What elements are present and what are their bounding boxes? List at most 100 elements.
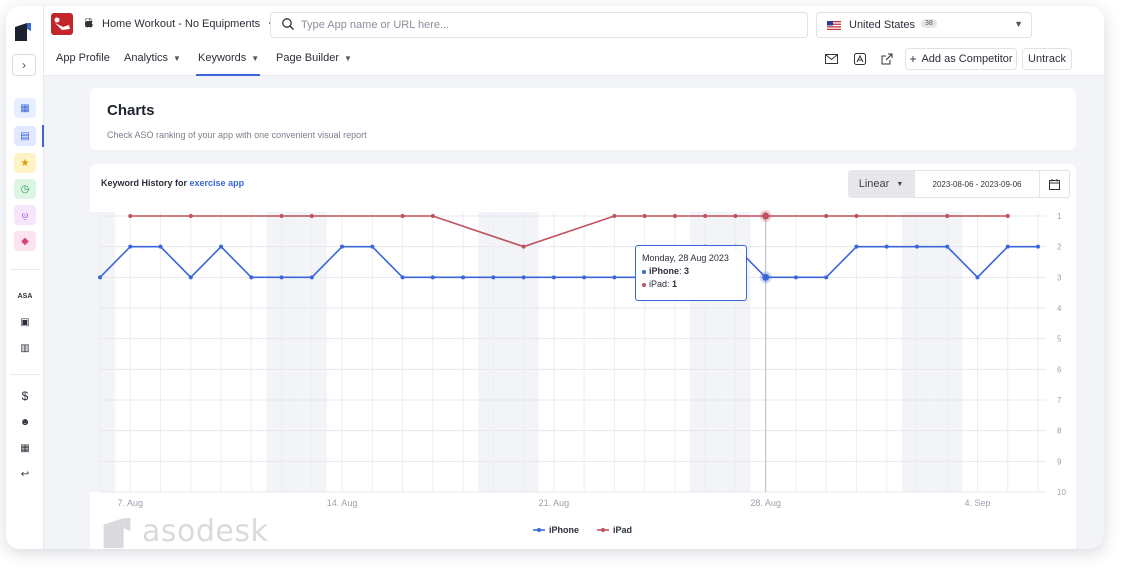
data-point-iphone xyxy=(158,244,163,249)
app-store-button[interactable] xyxy=(849,48,871,70)
scale-dropdown[interactable]: Linear ▼ xyxy=(848,170,914,198)
keyword-history-chart[interactable]: 1 2 3 4 5 6 7 8 9 10 7. Aug 14. Aug 21. Aug 28. Aug 4.… xyxy=(90,164,1076,549)
data-point-iphone xyxy=(884,244,889,249)
data-point-ipad xyxy=(854,214,859,218)
data-point-iphone xyxy=(945,244,950,249)
add-competitor-label: Add as Competitor xyxy=(921,53,1013,65)
chat-icon[interactable]: ▣ xyxy=(20,316,30,328)
app-store-icon xyxy=(854,53,866,65)
apple-logo-icon xyxy=(85,18,93,28)
data-point-iphone xyxy=(521,275,526,280)
keywords-icon[interactable]: ▤ xyxy=(14,126,36,146)
legend-marker xyxy=(537,528,541,532)
series-line-ipad xyxy=(130,215,1008,248)
calendar-icon xyxy=(1049,178,1060,190)
series-line-iphone xyxy=(99,245,1038,279)
search-input[interactable] xyxy=(301,17,791,33)
date-range-label: 2023-08-06 - 2023-09-06 xyxy=(932,179,1022,189)
page-title: Charts xyxy=(107,102,155,119)
scale-label: Linear xyxy=(858,178,890,190)
keyword-history-card: Keyword History for exercise app Linear … xyxy=(90,164,1076,549)
data-point-iphone xyxy=(370,244,375,249)
data-point-ipad xyxy=(612,214,617,218)
mail-icon xyxy=(824,54,838,64)
chevron-down-icon: ▼ xyxy=(1014,19,1023,29)
data-point-ipad xyxy=(400,214,405,218)
connections-icon[interactable]: ⍹ xyxy=(14,205,36,225)
data-point-iphone xyxy=(612,275,617,280)
expand-sidebar-button[interactable]: › xyxy=(12,54,36,76)
email-button[interactable] xyxy=(820,48,842,70)
asodesk-watermark-icon xyxy=(103,518,131,548)
reviews-icon[interactable]: ★ xyxy=(14,153,36,173)
weekend-band xyxy=(90,212,116,492)
nav-keywords[interactable]: Keywords ▼ xyxy=(198,52,260,64)
country-count-badge: 38 xyxy=(921,19,937,28)
keyword-link[interactable]: exercise app xyxy=(189,178,245,188)
billing-icon[interactable]: $ xyxy=(21,389,29,403)
data-point-iphone xyxy=(914,244,919,249)
nav-analytics[interactable]: Analytics ▼ xyxy=(124,52,181,64)
y-tick-label: 9 xyxy=(1057,457,1062,466)
search-box[interactable] xyxy=(270,12,808,38)
app-thumbnail[interactable] xyxy=(51,13,73,35)
caret-down-icon: ▼ xyxy=(344,54,352,63)
nav-page-builder[interactable]: Page Builder ▼ xyxy=(276,52,352,64)
data-point-ipad xyxy=(521,244,526,249)
legend-label: iPhone xyxy=(549,525,579,535)
caret-down-icon: ▼ xyxy=(896,180,904,188)
data-point-ipad xyxy=(945,214,950,218)
data-point-iphone xyxy=(1036,244,1040,249)
add-competitor-button[interactable]: + Add as Competitor xyxy=(905,48,1017,70)
y-tick-label: 1 xyxy=(1057,212,1062,221)
data-point-iphone xyxy=(1005,244,1010,249)
data-point-iphone xyxy=(309,275,314,280)
data-point-iphone xyxy=(400,275,405,280)
external-link-icon xyxy=(881,53,893,65)
analytics-icon[interactable]: ◷ xyxy=(14,179,36,199)
data-point-iphone xyxy=(824,275,829,280)
date-range-field[interactable]: 2023-08-06 - 2023-09-06 xyxy=(914,170,1040,198)
y-tick-label: 5 xyxy=(1057,335,1062,344)
keyword-history-prefix: Keyword History for xyxy=(101,178,188,188)
country-selector[interactable]: United States 38 ▼ xyxy=(816,12,1032,38)
open-external-button[interactable] xyxy=(876,48,898,70)
promo-icon[interactable]: ◆ xyxy=(14,231,36,251)
data-point-iphone xyxy=(219,244,224,249)
chart-tooltip: Monday, 28 Aug 2023 iPhone: 3 iPad: 1 xyxy=(635,245,747,301)
tooltip-iphone-label: iPhone xyxy=(649,266,680,276)
data-point-ipad xyxy=(279,214,284,218)
tooltip-iphone-value: 3 xyxy=(684,266,690,276)
data-point-ipad xyxy=(430,214,435,218)
y-tick-label: 3 xyxy=(1057,273,1062,282)
sidebar-divider xyxy=(10,269,40,270)
charts-header-card: Charts Check ASO ranking of your app wit… xyxy=(90,88,1076,150)
asa-icon[interactable]: ASA xyxy=(17,292,33,300)
data-point-iphone xyxy=(98,275,102,280)
untrack-button[interactable]: Untrack xyxy=(1022,48,1072,70)
data-point-ipad xyxy=(733,214,738,218)
data-point-iphone xyxy=(793,275,798,280)
page-subtitle: Check ASO ranking of your app with one c… xyxy=(107,130,367,140)
us-flag-icon xyxy=(827,21,841,30)
data-point-ipad xyxy=(672,214,677,218)
app-selector[interactable]: Home Workout - No Equipments ▼ xyxy=(102,18,275,30)
y-tick-label: 4 xyxy=(1057,304,1062,313)
nav-app-profile[interactable]: App Profile xyxy=(56,52,110,64)
data-point-ipad xyxy=(128,214,133,218)
calendar-icon[interactable]: ▦ xyxy=(20,442,30,454)
sidebar-divider xyxy=(10,374,40,375)
book-icon[interactable]: ▥ xyxy=(20,342,30,354)
data-point-iphone xyxy=(340,244,345,249)
untrack-label: Untrack xyxy=(1028,53,1066,65)
data-point-ipad xyxy=(762,212,770,220)
asodesk-logo-icon[interactable] xyxy=(15,23,31,41)
y-tick-label: 10 xyxy=(1057,488,1066,497)
data-point-iphone xyxy=(975,275,980,280)
calendar-button[interactable] xyxy=(1040,170,1070,198)
team-icon[interactable]: ☻ xyxy=(19,416,31,428)
caret-down-icon: ▼ xyxy=(251,54,260,63)
dashboard-icon[interactable]: ▦ xyxy=(14,98,36,118)
x-tick-label: 4. Sep xyxy=(964,498,990,508)
logout-icon[interactable]: ↩ xyxy=(20,468,30,480)
